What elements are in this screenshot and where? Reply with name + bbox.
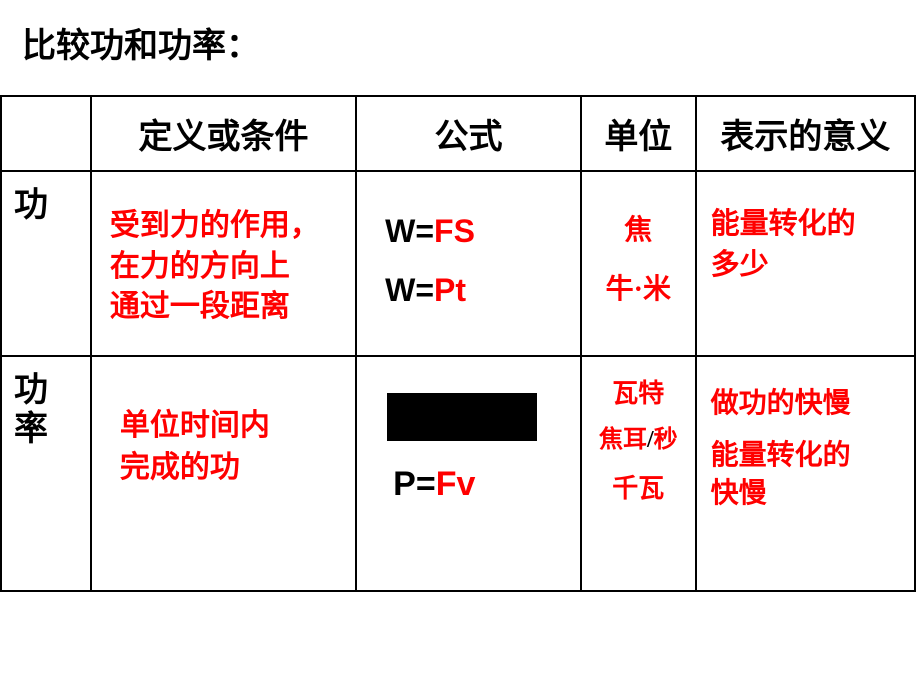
spacer	[711, 423, 908, 437]
formula-prefix: W=	[385, 272, 434, 308]
meaning-line: 多少	[711, 249, 769, 281]
formula-vars: Fv	[436, 465, 476, 503]
def-line: 受到力的作用，	[110, 209, 320, 242]
unit-line: 牛·米	[582, 261, 695, 320]
row-work-formula: W=FS W=Pt	[356, 171, 581, 356]
row-power-formula: P=Fv	[356, 356, 581, 591]
table-row-work: 功 受到力的作用， 在力的方向上 通过一段距离 W=FS W=Pt 焦 牛·米 …	[1, 171, 915, 356]
header-unit: 单位	[581, 96, 696, 171]
unit-sep: /	[647, 427, 654, 453]
def-line: 单位时间内	[120, 409, 270, 442]
row-work-meaning: 能量转化的 多少	[696, 171, 915, 356]
unit-line: 千瓦	[582, 464, 695, 513]
row-work-definition: 受到力的作用， 在力的方向上 通过一段距离	[91, 171, 356, 356]
header-definition: 定义或条件	[91, 96, 356, 171]
unit-line: 焦	[582, 202, 695, 261]
header-blank	[1, 96, 91, 171]
comparison-table: 定义或条件 公式 单位 表示的意义 功 受到力的作用， 在力的方向上 通过一段距…	[0, 95, 916, 592]
label-char: 功	[14, 372, 48, 409]
formula-prefix: P=	[393, 465, 436, 503]
unit-line: 瓦特	[582, 369, 695, 418]
row-work-unit: 焦 牛·米	[581, 171, 696, 356]
meaning-line: 做功的快慢	[711, 388, 851, 419]
meaning-line: 能量转化的	[711, 208, 856, 240]
header-meaning: 表示的意义	[696, 96, 915, 171]
row-power-definition: 单位时间内 完成的功	[91, 356, 356, 591]
header-formula: 公式	[356, 96, 581, 171]
table-header-row: 定义或条件 公式 单位 表示的意义	[1, 96, 915, 171]
unit-part: 秒	[654, 427, 678, 453]
formula-vars: FS	[434, 213, 475, 249]
table-row-power: 功 率 单位时间内 完成的功 P=Fv 瓦特 焦耳/秒 千瓦 做功的快慢 能量转…	[1, 356, 915, 591]
def-line: 在力的方向上	[110, 250, 290, 283]
redacted-block	[387, 393, 537, 441]
formula-vars: Pt	[434, 272, 466, 308]
meaning-line: 能量转化的	[711, 440, 851, 471]
formula-wpt: W=Pt	[385, 261, 580, 320]
formula-wfs: W=FS	[385, 202, 580, 261]
meaning-line: 快慢	[711, 478, 767, 509]
formula-pfv: P=Fv	[393, 465, 580, 504]
row-power-unit: 瓦特 焦耳/秒 千瓦	[581, 356, 696, 591]
row-work-label: 功	[1, 171, 91, 356]
def-line: 通过一段距离	[110, 290, 290, 323]
label-char: 率	[14, 411, 48, 448]
row-power-meaning: 做功的快慢 能量转化的 快慢	[696, 356, 915, 591]
def-line: 完成的功	[120, 451, 240, 484]
row-power-label: 功 率	[1, 356, 91, 591]
page-title: 比较功和功率：	[22, 18, 260, 67]
formula-prefix: W=	[385, 213, 434, 249]
unit-part: 焦耳	[599, 427, 647, 453]
unit-line: 焦耳/秒	[582, 418, 695, 464]
